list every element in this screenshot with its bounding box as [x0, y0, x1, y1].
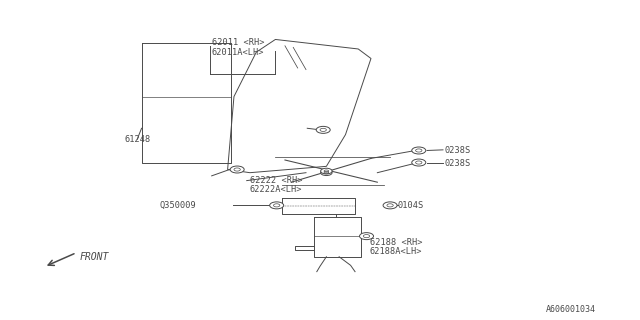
Circle shape	[321, 170, 332, 176]
Text: 0238S: 0238S	[444, 159, 470, 168]
Circle shape	[412, 147, 426, 154]
Text: 61248: 61248	[124, 135, 150, 144]
Text: FRONT: FRONT	[79, 252, 109, 262]
Circle shape	[321, 168, 332, 174]
Circle shape	[316, 126, 330, 133]
Text: Q350009: Q350009	[159, 201, 196, 210]
Text: 0238S: 0238S	[444, 146, 470, 155]
Circle shape	[230, 166, 244, 173]
Text: A606001034: A606001034	[546, 305, 596, 314]
Text: 62011 <RH>: 62011 <RH>	[212, 38, 264, 47]
Circle shape	[269, 202, 284, 209]
Text: 62011A<LH>: 62011A<LH>	[212, 48, 264, 57]
Circle shape	[360, 233, 374, 240]
Circle shape	[383, 202, 397, 209]
Text: 62222 <RH>: 62222 <RH>	[250, 176, 303, 185]
Text: 62222A<LH>: 62222A<LH>	[250, 185, 303, 194]
Text: 0104S: 0104S	[397, 202, 424, 211]
Text: 62188 <RH>: 62188 <RH>	[370, 238, 422, 247]
Circle shape	[412, 159, 426, 166]
Text: 62188A<LH>: 62188A<LH>	[370, 246, 422, 256]
